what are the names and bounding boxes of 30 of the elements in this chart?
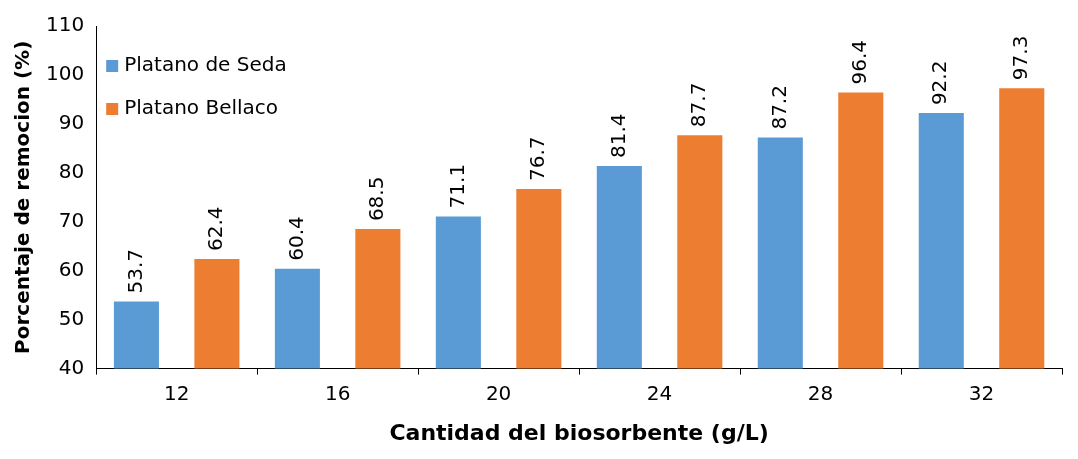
data-label: 62.4 (203, 206, 228, 251)
data-label: 71.1 (444, 163, 469, 209)
y-tick-label: 100 (45, 61, 85, 86)
y-tick-label: 80 (58, 159, 85, 184)
data-label: 96.4 (846, 40, 871, 85)
y-tick-label: 70 (58, 207, 85, 232)
data-label: 60.4 (283, 216, 308, 261)
data-label: 76.7 (525, 136, 550, 181)
x-tick-label: 20 (485, 380, 512, 405)
y-axis-title: Porcentaje de remocion (%) (10, 40, 35, 354)
legend-label: Platano de Seda (124, 52, 287, 77)
data-label: 68.5 (364, 176, 389, 222)
y-tick-label: 60 (58, 256, 85, 281)
data-label: 81.4 (605, 113, 630, 158)
data-label: 87.2 (766, 85, 791, 130)
legend-label: Platano Bellaco (124, 95, 279, 120)
data-label: 53.7 (122, 249, 147, 294)
y-tick-label: 110 (45, 12, 85, 37)
data-label: 97.3 (1007, 35, 1032, 81)
y-tick-label: 50 (58, 305, 85, 330)
data-label: 87.7 (686, 82, 711, 128)
data-label: 92.2 (927, 60, 952, 106)
x-axis-title: Cantidad del biosorbente (g/L) (389, 419, 769, 445)
y-tick-label: 40 (58, 354, 85, 379)
x-tick-label: 12 (163, 380, 190, 405)
y-tick-label: 90 (58, 110, 85, 135)
x-tick-label: 32 (968, 380, 995, 405)
x-tick-label: 24 (646, 380, 673, 405)
x-tick-label: 28 (807, 380, 834, 405)
x-tick-label: 16 (324, 380, 351, 405)
